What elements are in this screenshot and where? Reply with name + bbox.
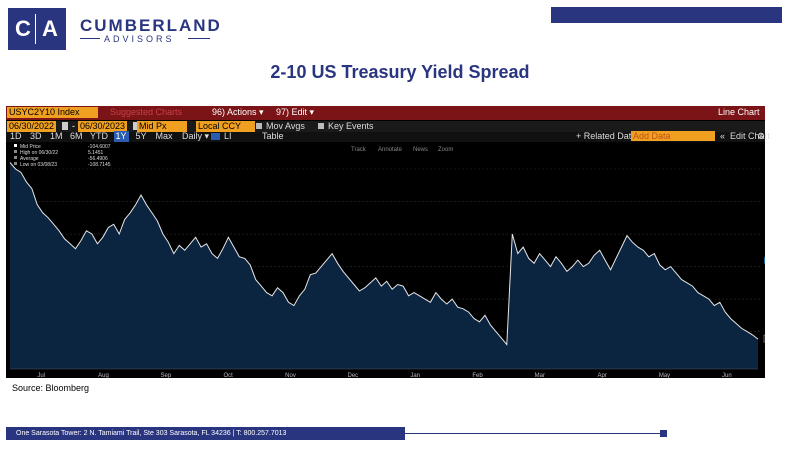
mov-avgs-label[interactable]: Mov Avgs bbox=[266, 121, 305, 131]
chart-tools: Track Annotate News Zoom bbox=[351, 147, 453, 153]
calendar-icon[interactable] bbox=[133, 122, 139, 130]
footer-square bbox=[660, 430, 667, 437]
x-tick-label: Jun bbox=[722, 373, 732, 378]
track-tool[interactable]: Track bbox=[351, 147, 367, 153]
x-tick-label: Sep bbox=[160, 373, 171, 378]
x-tick-label: Oct bbox=[223, 373, 233, 378]
period-button-1y[interactable]: 1Y bbox=[113, 131, 129, 142]
legend-value: -56.4906 bbox=[88, 156, 108, 162]
period-bar: 1D 3D 1M 6M YTD 1Y 5Y Max Daily ▾ LI Table + Re… bbox=[6, 131, 770, 142]
logo-letter-c: C bbox=[15, 16, 31, 41]
x-tick-label: May bbox=[659, 373, 670, 378]
period-button-6m[interactable]: 6M bbox=[70, 131, 83, 141]
edit-chart-button[interactable]: Edit Chart bbox=[730, 131, 771, 141]
actions-menu[interactable]: 96) Actions ▾ bbox=[212, 107, 264, 117]
legend-swatch bbox=[14, 162, 17, 165]
start-date-field[interactable]: 06/30/2022 bbox=[7, 121, 57, 132]
line-chart: 0-20-40-60-80-100 JulAugSepOctNovDecJanF… bbox=[9, 144, 765, 378]
settings-gear-icon[interactable]: ⚙ bbox=[757, 131, 766, 141]
x-axis-ticks: JulAugSepOctNovDecJanFebMarAprMayJun2022… bbox=[10, 368, 758, 378]
x-tick-label: Aug bbox=[98, 373, 109, 378]
news-tool[interactable]: News bbox=[413, 147, 428, 153]
annotate-tool[interactable]: Annotate bbox=[378, 147, 403, 153]
command-bar: USYC2Y10 Index Suggested Charts 96) Acti… bbox=[6, 106, 765, 120]
footer-rule bbox=[405, 433, 661, 434]
logo: C A bbox=[8, 8, 66, 50]
suggested-charts-button[interactable]: Suggested Charts bbox=[110, 107, 183, 117]
x-tick-label: Jan bbox=[410, 373, 420, 378]
price-field-select[interactable]: Mid Px bbox=[137, 121, 187, 132]
last-value-badge bbox=[763, 334, 765, 343]
terminal-panel: USYC2Y10 Index Suggested Charts 96) Acti… bbox=[6, 106, 770, 378]
chart-style-select[interactable]: LI bbox=[224, 131, 232, 141]
mov-avgs-checkbox[interactable] bbox=[256, 123, 262, 129]
brand-name: CUMBERLAND bbox=[80, 16, 222, 35]
chart-type-label: Line Chart bbox=[718, 107, 760, 117]
footer-bar bbox=[6, 427, 405, 440]
x-tick-label: Jul bbox=[37, 373, 45, 378]
page-title: 2-10 US Treasury Yield Spread bbox=[270, 62, 530, 82]
legend-value: 5.1451 bbox=[88, 150, 104, 156]
zoom-tool[interactable]: Zoom bbox=[438, 147, 453, 153]
average-badge bbox=[764, 256, 765, 264]
legend-value: -104.6007 bbox=[88, 144, 111, 150]
x-tick-label: Dec bbox=[347, 373, 358, 378]
source-note: Source: Bloomberg bbox=[12, 383, 90, 393]
logo-divider bbox=[35, 14, 36, 44]
ticker-field[interactable]: USYC2Y10 Index bbox=[7, 107, 98, 118]
date-separator: - bbox=[72, 121, 75, 131]
legend-value: -108.7145 bbox=[88, 162, 111, 168]
legend: Mid Price -104.6007 High on 06/30/22 5.1451… bbox=[14, 144, 111, 168]
x-tick-label: Feb bbox=[472, 373, 483, 378]
period-button-1m[interactable]: 1M bbox=[50, 131, 63, 141]
x-tick-label: Mar bbox=[535, 373, 545, 378]
brand-sub: ADVISORS bbox=[104, 34, 175, 44]
x-tick-label: Nov bbox=[285, 373, 296, 378]
legend-label: Mid Price bbox=[20, 144, 41, 150]
footer-address: One Sarasota Tower: 2 N. Tamiami Trail, … bbox=[16, 430, 287, 437]
x-tick-label: Apr bbox=[597, 373, 606, 378]
line-chart-icon[interactable] bbox=[211, 133, 220, 140]
table-button[interactable]: Table bbox=[262, 131, 284, 141]
frequency-select[interactable]: Daily ▾ bbox=[182, 131, 210, 141]
series-area bbox=[10, 162, 758, 369]
legend-label: High on 06/30/22 bbox=[20, 150, 58, 156]
period-button-3d[interactable]: 3D bbox=[30, 131, 42, 141]
currency-select[interactable]: Local CCY bbox=[196, 121, 256, 132]
series-line bbox=[9, 162, 759, 346]
legend-swatch bbox=[14, 156, 17, 159]
period-button-max[interactable]: Max bbox=[155, 131, 173, 141]
add-data-placeholder: Add Data bbox=[633, 131, 671, 141]
key-events-checkbox[interactable] bbox=[318, 123, 324, 129]
period-button-1d[interactable]: 1D bbox=[10, 131, 22, 141]
legend-label: Low on 03/08/23 bbox=[20, 162, 57, 168]
parameter-bar: 06/30/2022 - 06/30/2023 Mid Px Local CCY… bbox=[6, 121, 765, 132]
legend-swatch bbox=[14, 150, 17, 153]
header-accent-bar bbox=[551, 7, 782, 23]
key-events-label[interactable]: Key Events bbox=[328, 121, 374, 131]
calendar-icon[interactable] bbox=[62, 122, 68, 130]
edit-menu[interactable]: 97) Edit ▾ bbox=[276, 107, 315, 117]
legend-swatch bbox=[14, 144, 17, 147]
add-data-input[interactable]: Add Data bbox=[631, 131, 715, 141]
logo-letter-a: A bbox=[42, 16, 58, 41]
end-date-field[interactable]: 06/30/2023 bbox=[78, 121, 128, 132]
collapse-icon[interactable]: « bbox=[720, 131, 726, 141]
period-button-ytd[interactable]: YTD bbox=[90, 131, 108, 141]
brand-rule-right bbox=[188, 38, 210, 39]
value-badges: -56.4906-104.6007 bbox=[763, 256, 765, 343]
period-button-5y[interactable]: 5Y bbox=[135, 131, 147, 141]
brand-rule-left bbox=[80, 38, 100, 39]
related-data-button[interactable]: + Related Dat bbox=[576, 131, 632, 141]
legend-label: Average bbox=[20, 156, 39, 162]
